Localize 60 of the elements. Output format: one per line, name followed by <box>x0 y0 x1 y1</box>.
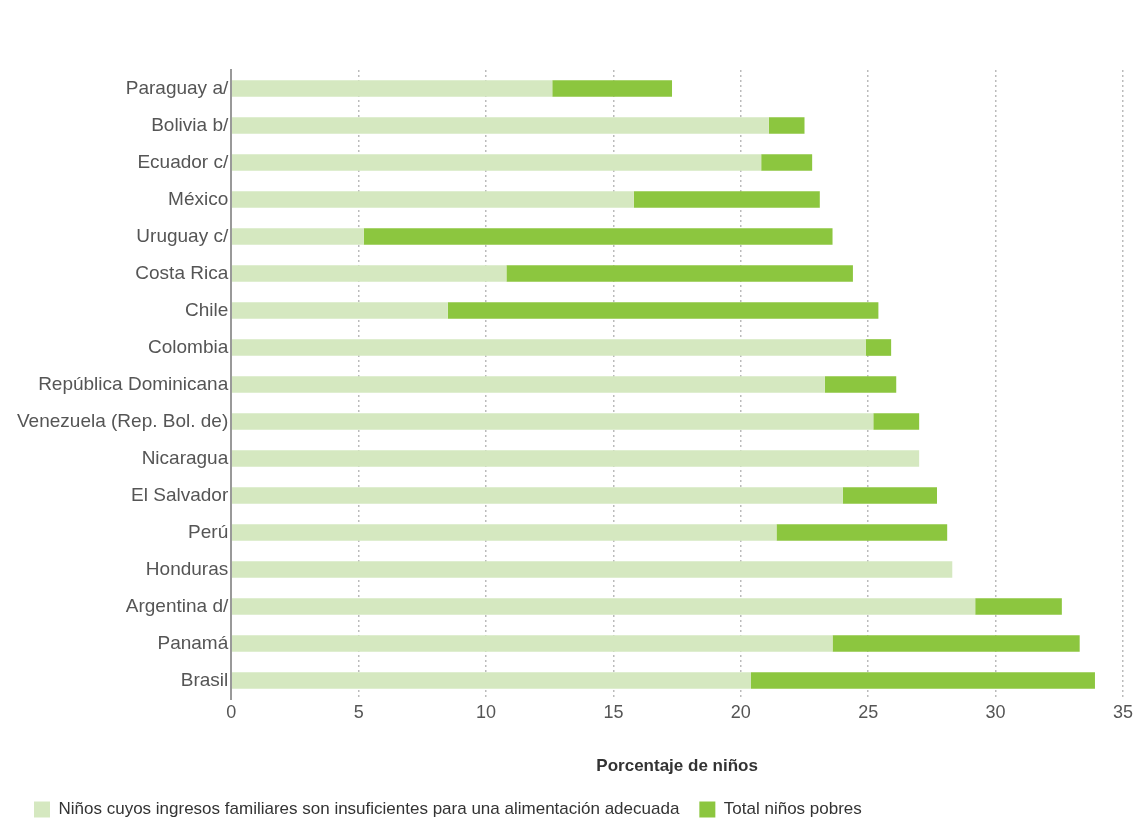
bar <box>232 191 634 208</box>
x-tick-label: 35 <box>1112 701 1133 722</box>
y-tick-label: Perú <box>188 520 229 542</box>
bar <box>552 80 673 97</box>
x-tick-label: 20 <box>730 701 751 722</box>
bar <box>232 302 448 319</box>
bar <box>232 117 769 134</box>
bar <box>842 487 937 504</box>
bar <box>824 376 897 393</box>
bar <box>363 228 833 245</box>
y-tick-label: Colombia <box>147 335 229 357</box>
x-tick-label: 15 <box>603 701 624 722</box>
bar <box>232 598 976 615</box>
bar <box>975 598 1062 615</box>
x-tick-label: 30 <box>985 701 1006 722</box>
y-tick-label: Brasil <box>180 668 229 690</box>
y-tick-label: Bolivia b/ <box>151 113 229 135</box>
legend-label: Niños cuyos ingresos familiares son insuficientes para una alimentación adecuada <box>58 799 680 819</box>
x-tick-label: 25 <box>858 701 879 722</box>
bar <box>232 524 777 541</box>
bar <box>751 672 1095 689</box>
y-tick-label: Honduras <box>145 557 229 579</box>
bar <box>232 376 825 393</box>
bar <box>633 191 820 208</box>
bar <box>232 561 953 578</box>
bar <box>506 265 853 282</box>
bar <box>232 80 553 97</box>
y-tick-label: Venezuela (Rep. Bol. de) <box>17 409 229 431</box>
y-tick-label: Argentina d/ <box>125 594 229 616</box>
y-tick-label: Ecuador c/ <box>137 150 229 172</box>
legend-label: Total niños pobres <box>723 799 862 819</box>
bar <box>232 339 866 356</box>
y-tick-label: Uruguay c/ <box>136 224 229 246</box>
y-tick-label: República Dominicana <box>38 372 229 394</box>
y-tick-label: Costa Rica <box>135 261 229 283</box>
x-axis-title: Porcentaje de niños <box>596 756 758 776</box>
y-tick-label: Chile <box>184 298 229 320</box>
bar <box>832 635 1080 652</box>
y-tick-label: Panamá <box>157 631 229 653</box>
x-tick-label: 0 <box>226 701 237 722</box>
y-tick-label: El Salvador <box>131 483 229 505</box>
bar <box>232 154 762 171</box>
bar <box>768 117 805 134</box>
bar <box>232 672 752 689</box>
bar <box>232 487 843 504</box>
bar <box>776 524 948 541</box>
bar <box>447 302 879 319</box>
y-tick-label: México <box>168 187 229 209</box>
bar <box>232 413 874 430</box>
x-tick-label: 5 <box>353 701 364 722</box>
bar <box>761 154 813 171</box>
bar <box>865 339 892 356</box>
bar <box>232 265 507 282</box>
y-tick-label: Paraguay a/ <box>125 76 229 98</box>
y-tick-label: Nicaragua <box>141 446 229 468</box>
bar <box>232 228 364 245</box>
bar <box>232 635 833 652</box>
bar <box>232 450 920 467</box>
x-tick-label: 10 <box>476 701 497 722</box>
bar <box>873 413 920 430</box>
